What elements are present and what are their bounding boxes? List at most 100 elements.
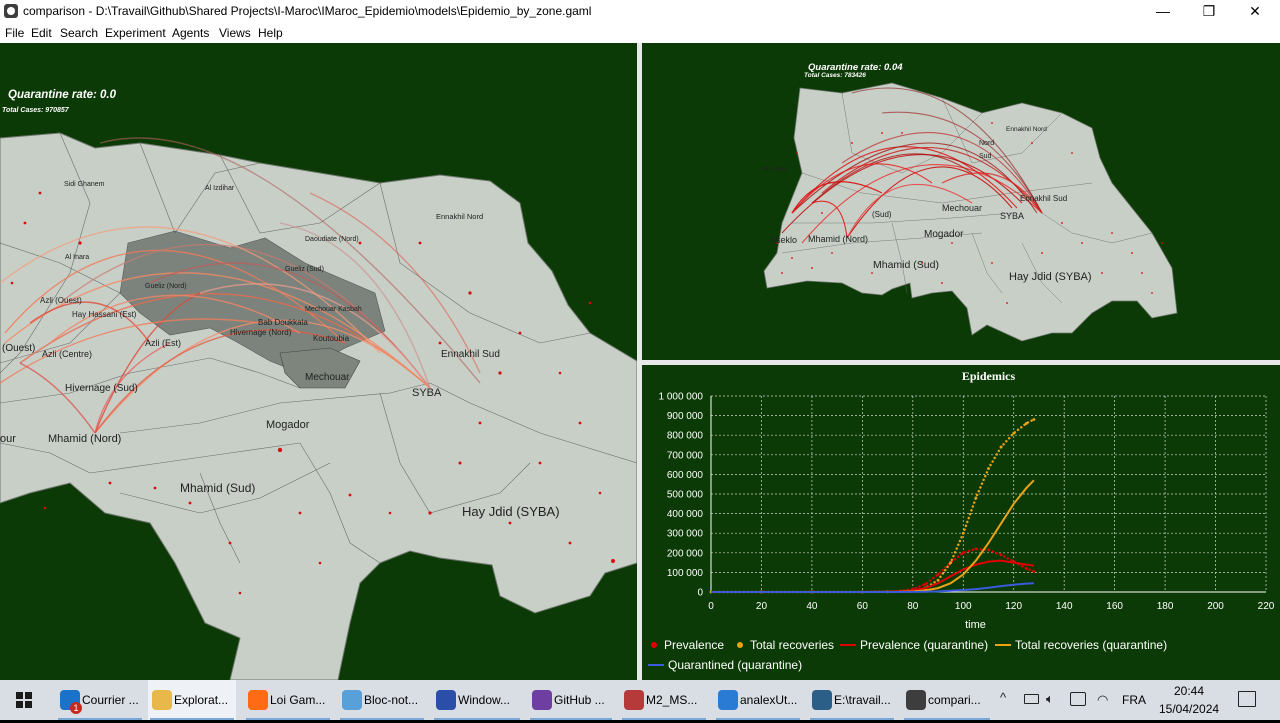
window-title: comparison - D:\Travail\Github\Shared Pr…	[23, 4, 592, 18]
menu-agents[interactable]: Agents	[172, 26, 210, 40]
menu-bar: File Edit Search Experiment Agents Views…	[0, 23, 1280, 43]
zone-label: Hivernage (Sud)	[65, 383, 138, 394]
zone-label: Mechouar	[942, 203, 982, 213]
app-icon	[4, 4, 18, 18]
zone-label: Aseklo	[770, 235, 797, 245]
zone-label: Daoudiate (Nord)	[305, 236, 359, 243]
language-indicator[interactable]: FRA	[1122, 693, 1146, 707]
zone-label: Hay Hassani (Est)	[72, 310, 137, 319]
legend-entry: Total recoveries (quarantine)	[1015, 638, 1167, 652]
zone-label: Mogador	[924, 229, 964, 240]
x-tick-label: 0	[708, 601, 714, 612]
running-indicator	[622, 718, 706, 720]
data-point	[961, 531, 965, 535]
data-point	[1032, 418, 1036, 421]
taskbar-item-gama[interactable]: compari...	[902, 680, 992, 720]
epidemics-chart-view[interactable]: Epidemics 0 100 000 200 000 300 000 400 000 50…	[642, 365, 1280, 680]
total-cases-label: Total Cases: 783426	[804, 72, 866, 79]
legend-entry: Quarantined (quarantine)	[668, 658, 802, 672]
contact-arcs	[781, 87, 1043, 244]
title-bar: comparison - D:\Travail\Github\Shared Pr…	[0, 0, 1280, 23]
view-divider-vertical[interactable]	[637, 43, 642, 680]
y-tick-label: 800 000	[667, 431, 704, 442]
notification-badge: 1	[70, 702, 82, 714]
pdf-icon	[624, 690, 644, 710]
zone-label: Mhamid (Sud)	[873, 259, 939, 271]
zone-label: (Sud)	[872, 210, 892, 219]
notification-icon[interactable]	[1238, 691, 1256, 707]
y-tick-label: 700 000	[667, 450, 704, 461]
zone-label: Al Inara	[65, 254, 89, 261]
y-tick-label: 400 000	[667, 509, 704, 520]
battery-icon[interactable]	[1024, 694, 1039, 704]
data-point	[924, 582, 927, 586]
minimize-button[interactable]: —	[1156, 3, 1170, 19]
zone-label: Nord	[979, 140, 994, 147]
data-point	[949, 561, 953, 564]
x-tick-label: 20	[756, 601, 768, 612]
menu-views[interactable]: Views	[219, 26, 251, 40]
powershell-icon	[436, 690, 456, 710]
shield-tray-icon[interactable]	[1070, 692, 1086, 706]
zone-label: Koutoubia	[313, 334, 350, 343]
map-view-left[interactable]: Quarantine rate: 0.0 Total Cases: 970857…	[0, 43, 637, 680]
view-divider-horizontal[interactable]	[642, 360, 1280, 365]
speaker-icon[interactable]: 🔈︎	[1046, 691, 1054, 706]
menu-search[interactable]: Search	[60, 26, 99, 40]
menu-file[interactable]: File	[5, 26, 25, 40]
running-indicator	[904, 718, 990, 720]
x-tick-label: 60	[857, 601, 869, 612]
zone-label: Mechouar	[305, 372, 350, 383]
zone-label: Gueliz (Nord)	[145, 283, 187, 290]
epidemics-chart: Epidemics 0 100 000 200 000 300 000 400 000 50…	[648, 369, 1275, 672]
taskbar-item-powershell[interactable]: Window...	[432, 680, 522, 720]
running-indicator	[246, 718, 330, 720]
zone-label: Al Inara	[762, 166, 786, 173]
data-point	[974, 547, 978, 551]
zone-label: Ennakhil Nord	[1006, 126, 1047, 133]
taskbar-item-outlook[interactable]: 1 Courrier ...	[56, 680, 144, 720]
running-indicator	[716, 718, 800, 720]
clock-date[interactable]: 15/04/2024	[1159, 702, 1220, 716]
taskbar-item-pdf[interactable]: M2_MS...	[620, 680, 708, 720]
zone-label: (Ouest)	[2, 343, 35, 354]
taskbar-item-explorer[interactable]: Explorat...	[148, 680, 236, 720]
data-point	[974, 496, 978, 500]
menu-edit[interactable]: Edit	[31, 26, 52, 40]
x-tick-label: 120	[1005, 601, 1022, 612]
taskbar-item-notepad[interactable]: Bloc-not...	[338, 680, 426, 720]
wifi-icon[interactable]: ◠	[1097, 692, 1109, 707]
zone-label: Azli (Centre)	[42, 349, 92, 359]
zone-label: Azli (Est)	[145, 338, 181, 348]
data-point	[987, 548, 990, 552]
series-line-4	[711, 582, 1034, 593]
map-view-right[interactable]: Quarantine rate: 0.04 Total Cases: 78342…	[642, 43, 1280, 360]
zone-label: Sud	[979, 153, 992, 160]
x-tick-label: 220	[1258, 601, 1275, 612]
clock-time[interactable]: 20:44	[1174, 684, 1205, 698]
zone-label: Hay Jdid (SYBA)	[1009, 271, 1092, 283]
menu-experiment[interactable]: Experiment	[105, 26, 166, 40]
taskbar-item-label: Window...	[458, 693, 511, 707]
zone-label: Azli (Ouest)	[40, 296, 82, 305]
zone-label: Ennakhil Nord	[436, 212, 483, 221]
zone-labels: Sidi Ghanem Al Izdihar Ennakhil Nord Al …	[0, 181, 560, 519]
contact-arcs	[0, 137, 481, 434]
taskbar-item-vscode[interactable]: analexUt...	[714, 680, 802, 720]
zone-label: Ennakhil Sud	[1020, 194, 1067, 203]
taskbar-item-github-desktop[interactable]: GitHub ...	[528, 680, 614, 720]
close-button[interactable]: ✕	[1249, 3, 1261, 19]
y-tick-label: 100 000	[667, 568, 704, 579]
total-cases-label: Total Cases: 970857	[2, 107, 70, 114]
y-tick-label: 1 000 000	[659, 392, 704, 403]
y-tick-label: 0	[697, 588, 703, 599]
taskbar-item-terminal[interactable]: E:\travail...	[808, 680, 896, 720]
chevron-up-icon[interactable]: ^	[1000, 690, 1007, 705]
x-tick-label: 140	[1056, 601, 1073, 612]
start-button[interactable]	[0, 680, 48, 720]
taskbar-item-firefox[interactable]: Loi Gam...	[244, 680, 332, 720]
vscode-icon	[718, 690, 738, 710]
menu-help[interactable]: Help	[258, 26, 283, 40]
zone-label: Mhamid (Nord)	[48, 433, 121, 445]
restore-button[interactable]: ❐	[1202, 3, 1216, 19]
